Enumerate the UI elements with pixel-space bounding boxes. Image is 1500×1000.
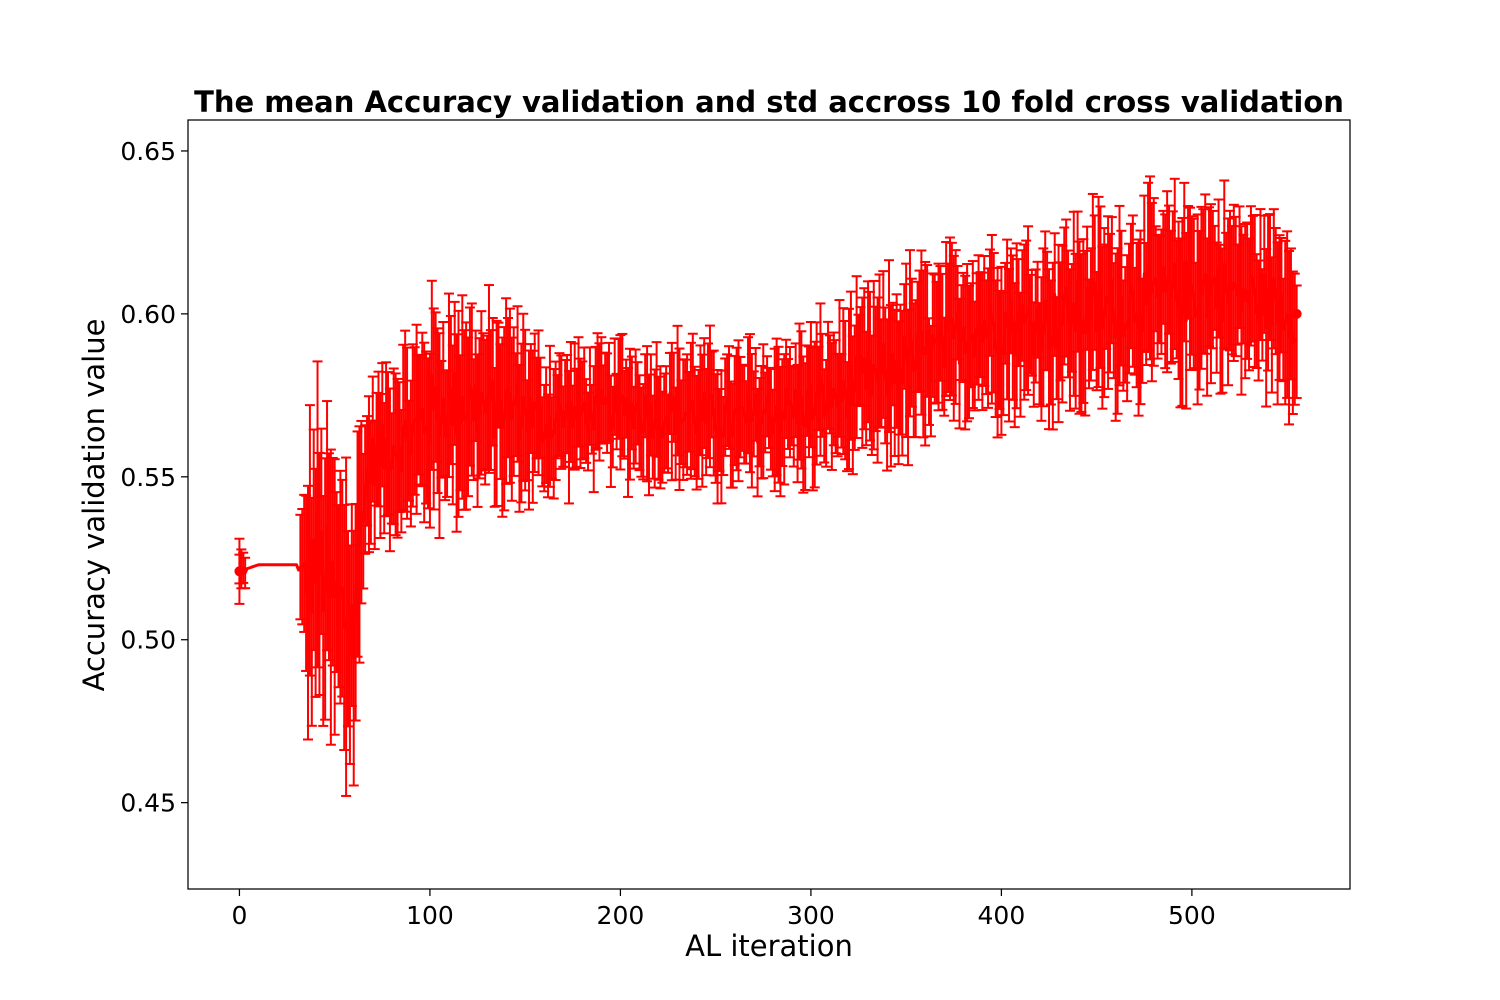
y-tick-label: 0.45 [120, 789, 176, 818]
x-tick-label: 0 [231, 901, 247, 930]
series-line [239, 260, 1298, 660]
y-axis-label: Accuracy validation value [77, 319, 111, 692]
x-tick-label: 300 [787, 901, 835, 930]
series-errorbars [234, 175, 1302, 797]
y-tick-label: 0.65 [120, 137, 176, 166]
y-axis: 0.45 0.50 0.55 0.60 0.65 [120, 137, 188, 818]
y-tick-label: 0.55 [120, 463, 176, 492]
x-tick-label: 500 [1168, 901, 1216, 930]
x-tick-label: 400 [978, 901, 1026, 930]
x-tick-label: 200 [597, 901, 645, 930]
x-tick-label: 100 [406, 901, 454, 930]
x-axis-label: AL iteration [685, 929, 853, 963]
y-tick-label: 0.60 [120, 300, 176, 329]
chart-title: The mean Accuracy validation and std acc… [194, 85, 1344, 119]
plot-frame [187, 119, 1351, 890]
series-layer [234, 175, 1302, 797]
series-start-point [234, 566, 245, 577]
series-end-point [1291, 308, 1302, 319]
x-axis: 0 100 200 300 400 500 [231, 889, 1216, 930]
y-tick-label: 0.50 [120, 626, 176, 655]
